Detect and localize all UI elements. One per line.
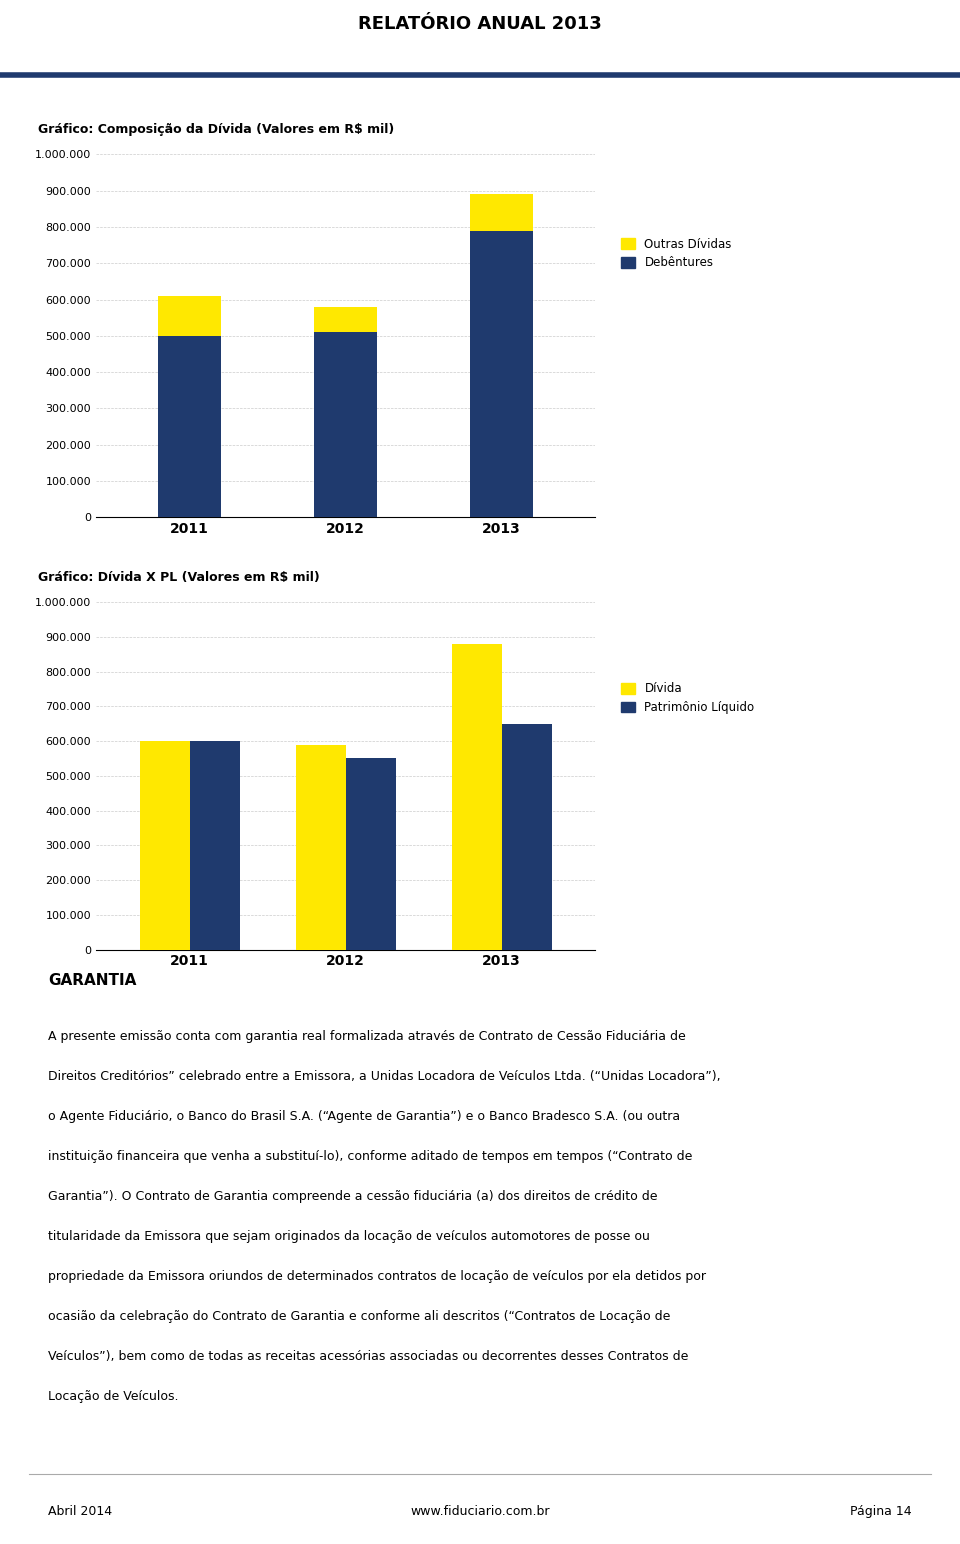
Text: RELATÓRIO ANUAL 2013: RELATÓRIO ANUAL 2013 <box>358 15 602 32</box>
Text: GARANTIA: GARANTIA <box>48 973 136 988</box>
Text: titularidade da Emissora que sejam originados da locação de veículos automotores: titularidade da Emissora que sejam origi… <box>48 1231 650 1243</box>
Text: Abril 2014: Abril 2014 <box>48 1505 112 1518</box>
Bar <box>315 332 377 517</box>
Bar <box>501 724 551 950</box>
Legend: Dívida, Patrimônio Líquido: Dívida, Patrimônio Líquido <box>616 678 759 720</box>
Bar <box>470 230 533 517</box>
Text: Gráfico: Dívida X PL (Valores em R$ mil): Gráfico: Dívida X PL (Valores em R$ mil) <box>38 571 320 584</box>
Text: www.fiduciario.com.br: www.fiduciario.com.br <box>410 1505 550 1518</box>
Text: Gráfico: Composição da Dívida (Valores em R$ mil): Gráfico: Composição da Dívida (Valores e… <box>38 124 395 136</box>
Text: Direitos Creditórios” celebrado entre a Emissora, a Unidas Locadora de Veículos : Direitos Creditórios” celebrado entre a … <box>48 1070 721 1082</box>
Bar <box>158 296 221 335</box>
Text: o Agente Fiduciário, o Banco do Brasil S.A. (“Agente de Garantia”) e o Banco Bra: o Agente Fiduciário, o Banco do Brasil S… <box>48 1110 680 1122</box>
Bar <box>346 758 396 950</box>
Text: Página 14: Página 14 <box>851 1505 912 1518</box>
Text: instituição financeira que venha a substituí-lo), conforme aditado de tempos em : instituição financeira que venha a subst… <box>48 1150 692 1163</box>
Text: Garantia”). O Contrato de Garantia compreende a cessão fiduciária (a) dos direit: Garantia”). O Contrato de Garantia compr… <box>48 1190 658 1203</box>
Bar <box>158 335 221 517</box>
Bar <box>452 644 501 950</box>
Text: ocasião da celebração do Contrato de Garantia e conforme ali descritos (“Contrat: ocasião da celebração do Contrato de Gar… <box>48 1311 670 1323</box>
Bar <box>470 195 533 230</box>
Text: propriedade da Emissora oriundos de determinados contratos de locação de veículo: propriedade da Emissora oriundos de dete… <box>48 1271 706 1283</box>
Text: A presente emissão conta com garantia real formalizada através de Contrato de Ce: A presente emissão conta com garantia re… <box>48 1030 685 1042</box>
Bar <box>190 741 240 950</box>
Bar <box>296 744 346 950</box>
Legend: Outras Dívidas, Debêntures: Outras Dívidas, Debêntures <box>616 233 736 275</box>
Text: Veículos”), bem como de todas as receitas acessórias associadas ou decorrentes d: Veículos”), bem como de todas as receita… <box>48 1351 688 1363</box>
Text: Locação de Veículos.: Locação de Veículos. <box>48 1391 179 1403</box>
Bar <box>140 741 190 950</box>
Bar <box>315 307 377 332</box>
